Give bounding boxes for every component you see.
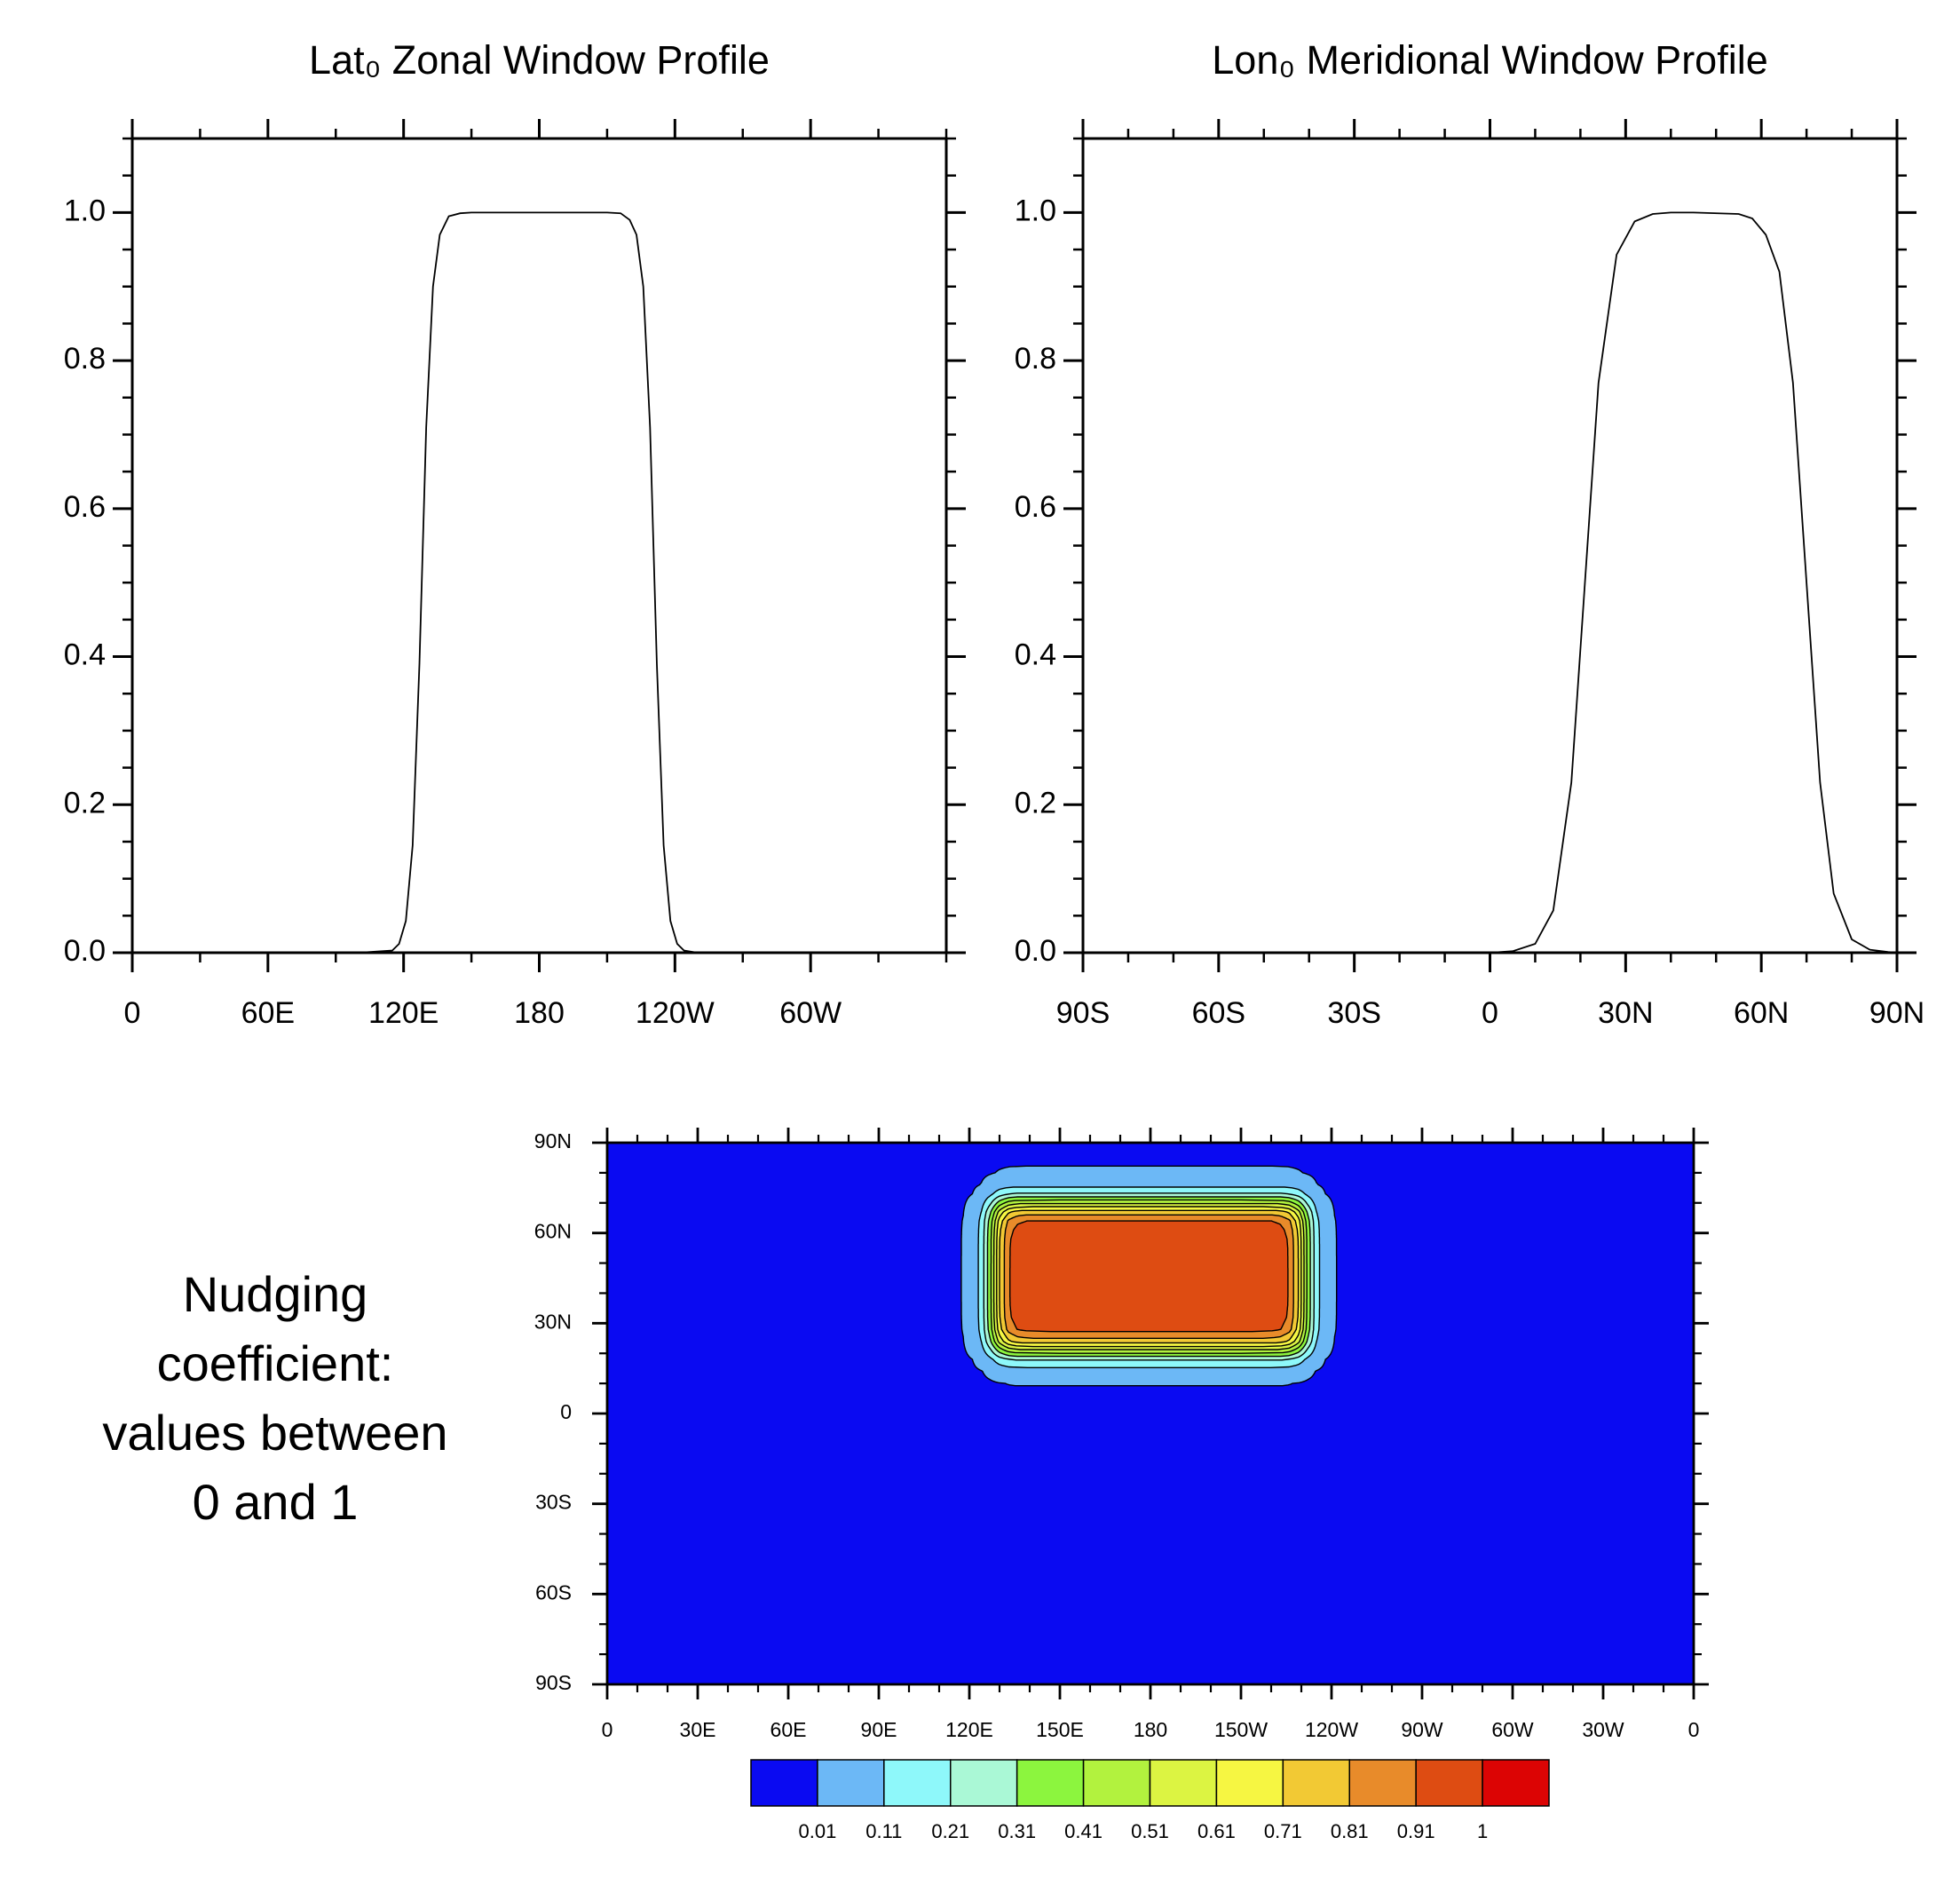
x-tick-label: 120W	[636, 996, 715, 1030]
colorbar-box	[1016, 1759, 1085, 1807]
colorbar-label: 0.61	[1197, 1820, 1236, 1842]
y-tick-label: 0.2	[64, 786, 106, 820]
colorbar-label: 0.81	[1331, 1820, 1369, 1842]
y-tick-label: 0.0	[1015, 934, 1056, 968]
x-tick-label: 120E	[945, 1718, 993, 1741]
colorbar-label: 0.51	[1131, 1820, 1169, 1842]
colorbar-box	[1348, 1759, 1417, 1807]
y-tick-label: 60N	[534, 1220, 572, 1243]
profile-line	[132, 211, 946, 954]
x-tick-label: 120W	[1305, 1718, 1358, 1741]
x-tick-label: 60W	[779, 996, 842, 1030]
colorbar-label: 0.91	[1397, 1820, 1435, 1842]
contour-fills	[960, 1165, 1338, 1387]
x-tick-label: 150W	[1214, 1718, 1268, 1741]
y-tick-label: 1.0	[64, 194, 106, 227]
panel-label: coefficient:	[157, 1335, 394, 1391]
colorbar-box	[750, 1759, 818, 1807]
chart-title: Lat₀ Zonal Window Profile	[309, 37, 770, 83]
y-tick-label: 0.2	[1015, 786, 1056, 820]
x-tick-label: 90E	[861, 1718, 897, 1741]
y-tick-label: 0.6	[64, 490, 106, 524]
figure-layer: Lat₀ Zonal Window Profile Lon₀ Meridional…	[309, 37, 1768, 1684]
colorbar-label: 1	[1477, 1820, 1488, 1842]
colorbar-box	[1282, 1759, 1351, 1807]
x-tick-label: 30W	[1582, 1718, 1624, 1741]
y-tick-label: 60S	[535, 1580, 572, 1604]
panel-label: 0 and 1	[193, 1474, 359, 1530]
map-frame	[605, 1141, 1695, 1686]
x-tick-label: 0	[124, 996, 141, 1030]
y-tick-label: 1.0	[1015, 194, 1056, 227]
plot-frame	[130, 137, 948, 954]
x-tick-label: 0	[602, 1718, 613, 1741]
y-tick-label: 90S	[535, 1671, 572, 1694]
colorbar-label: 0.21	[931, 1820, 969, 1842]
x-tick-label: 30E	[680, 1718, 716, 1741]
colorbar-box	[1415, 1759, 1483, 1807]
y-tick-label: 0	[560, 1400, 572, 1423]
x-tick-label: 90S	[1056, 996, 1110, 1030]
colorbar-label: 0.31	[998, 1820, 1036, 1842]
x-tick-label: 60E	[241, 996, 296, 1030]
y-tick-label: 0.4	[1015, 638, 1056, 672]
colorbar-box	[950, 1759, 1018, 1807]
x-tick-label: 120E	[368, 996, 439, 1030]
x-tick-label: 60W	[1491, 1718, 1534, 1741]
y-tick-label: 90N	[534, 1129, 572, 1152]
colorbar-box	[817, 1759, 885, 1807]
x-tick-label: 60E	[771, 1718, 807, 1741]
colorbar-box	[1482, 1759, 1550, 1807]
x-tick-label: 0	[1482, 996, 1498, 1030]
x-tick-label: 0	[1688, 1718, 1700, 1741]
panel-label: values between	[102, 1405, 447, 1461]
colorbar-label: 0.11	[865, 1820, 902, 1842]
x-tick-label: 180	[514, 996, 565, 1030]
x-tick-label: 90W	[1401, 1718, 1443, 1741]
y-tick-label: 0.6	[1015, 490, 1056, 524]
contour-band	[1008, 1220, 1289, 1333]
profile-line	[1083, 211, 1898, 954]
chart-title: Lon₀ Meridional Window Profile	[1212, 37, 1767, 83]
y-tick-label: 0.8	[1015, 342, 1056, 376]
colorbar-box	[1149, 1759, 1218, 1807]
x-tick-label: 180	[1134, 1718, 1167, 1741]
panel-label: Nudging	[183, 1266, 368, 1322]
colorbar-box	[883, 1759, 952, 1807]
colorbar-label: 0.41	[1064, 1820, 1102, 1842]
y-tick-label: 30S	[535, 1491, 572, 1514]
x-tick-label: 30N	[1598, 996, 1653, 1030]
y-tick-label: 0.4	[64, 638, 106, 672]
colorbar-label: 0.01	[799, 1820, 837, 1842]
x-tick-label: 90N	[1869, 996, 1924, 1030]
colorbar-box	[1215, 1759, 1284, 1807]
colorbar-label: 0.71	[1264, 1820, 1302, 1842]
y-tick-label: 0.0	[64, 934, 106, 968]
y-tick-label: 30N	[534, 1310, 572, 1333]
x-tick-label: 60N	[1734, 996, 1789, 1030]
figure-top: 0.0 0.2 0.4 0.6 0.8 1.0 0 60E 120E 180 120W 60W 0.0 0…	[64, 119, 1924, 1842]
colorbar-box	[1082, 1759, 1151, 1807]
y-tick-label: 0.8	[64, 342, 106, 376]
x-tick-label: 60S	[1192, 996, 1246, 1030]
x-tick-label: 30S	[1327, 996, 1381, 1030]
x-tick-label: 150E	[1036, 1718, 1084, 1741]
